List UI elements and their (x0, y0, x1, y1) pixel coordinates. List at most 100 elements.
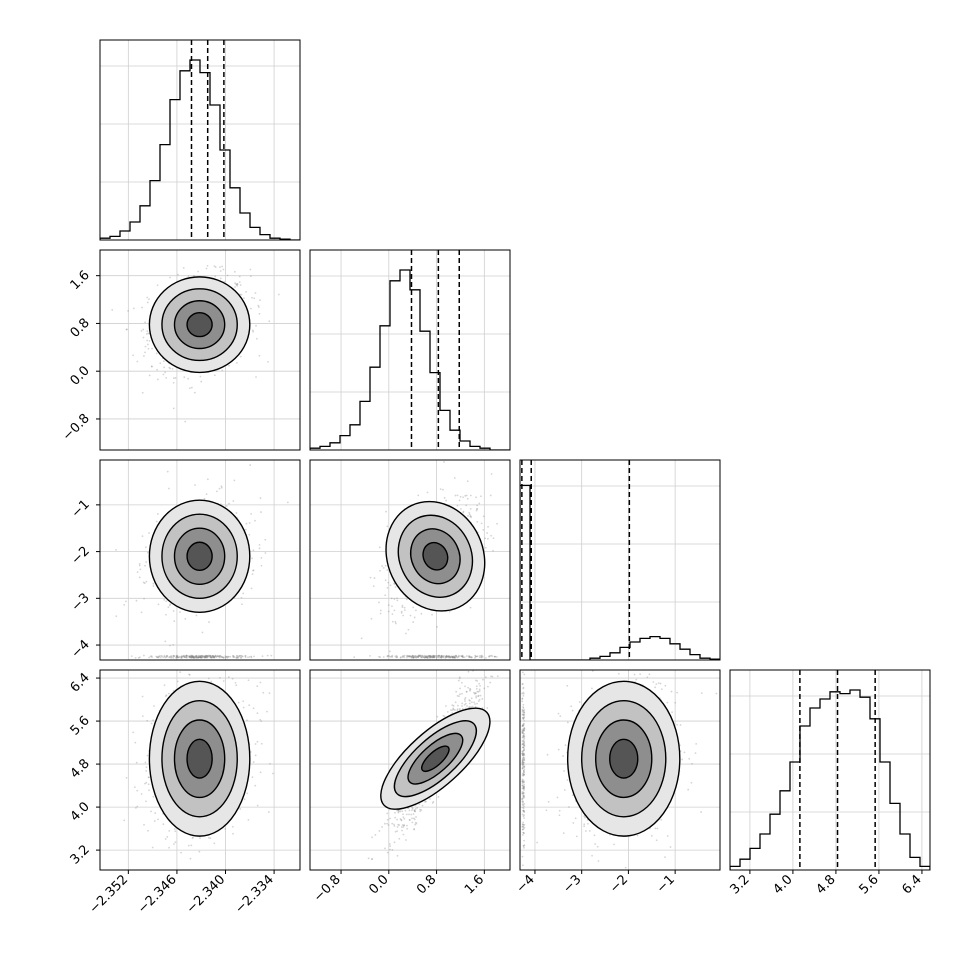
scatter-point (403, 817, 406, 820)
scatter-point (417, 494, 420, 497)
scatter-point (175, 656, 178, 659)
scatter-point (180, 851, 182, 854)
scatter-point (195, 656, 198, 659)
scatter-point (143, 654, 145, 657)
y-tick-label: 4.0 (68, 799, 93, 824)
x-tick-label: 0.8 (414, 872, 439, 897)
scatter-point (388, 843, 391, 845)
scatter-point (185, 656, 187, 659)
scatter-point (256, 740, 259, 743)
scatter-point (463, 698, 466, 701)
scatter-point (521, 823, 524, 826)
scatter-point (181, 655, 184, 657)
scatter-point (200, 656, 202, 659)
scatter-point (461, 655, 464, 658)
scatter-point (200, 655, 203, 658)
scatter-point (469, 515, 472, 518)
scatter-point (523, 749, 525, 752)
scatter-point (389, 655, 392, 658)
scatter-point (399, 656, 402, 658)
scatter-point (194, 655, 197, 658)
scatter-point (403, 609, 406, 612)
scatter-point (387, 655, 390, 657)
scatter-point (157, 656, 160, 659)
scatter-point (228, 364, 230, 367)
scatter-point (391, 822, 394, 825)
scatter-point (418, 654, 421, 657)
scatter-point (440, 655, 443, 658)
scatter-point (446, 711, 449, 713)
scatter-point (190, 655, 193, 657)
scatter-point (461, 692, 463, 695)
scatter-point (464, 696, 467, 699)
scatter-point (188, 655, 191, 658)
scatter-point (449, 656, 452, 659)
scatter-point (467, 515, 469, 517)
scatter-point (141, 695, 144, 698)
scatter-point (456, 708, 459, 711)
scatter-point (715, 692, 718, 695)
scatter-point (464, 702, 467, 705)
scatter-point (156, 656, 159, 659)
panel-frame (519, 459, 721, 661)
scatter-point (447, 655, 449, 658)
scatter-point (195, 655, 198, 658)
scatter-point (474, 679, 477, 682)
scatter-point (455, 655, 457, 657)
scatter-point (435, 654, 437, 657)
scatter-point (247, 656, 249, 659)
scatter-point (173, 655, 175, 657)
scatter-point (476, 679, 479, 682)
scatter-point (522, 729, 525, 732)
scatter-point (232, 656, 235, 659)
scatter-point (145, 800, 147, 803)
scatter-point (252, 549, 255, 552)
scatter-point (269, 762, 271, 765)
scatter-point (523, 753, 525, 756)
scatter-point (521, 700, 524, 703)
scatter-point (386, 812, 389, 815)
scatter-point (433, 656, 435, 659)
scatter-point (521, 743, 524, 746)
scatter-point (254, 754, 257, 757)
scatter-point (136, 805, 139, 808)
scatter-point (407, 628, 410, 631)
scatter-point (241, 603, 243, 606)
scatter-point (258, 354, 261, 357)
scatter-point (451, 656, 454, 658)
scatter-point (183, 376, 186, 379)
scatter-point (408, 809, 411, 812)
scatter-point (251, 776, 254, 779)
scatter-point (476, 504, 479, 507)
scatter-point (490, 675, 492, 678)
scatter-point (261, 655, 264, 658)
scatter-point (454, 656, 456, 659)
scatter-point (214, 655, 217, 658)
scatter-point (471, 656, 473, 659)
scatter-point (522, 772, 525, 774)
scatter-point (379, 569, 381, 572)
scatter-point (695, 742, 698, 745)
scatter-point (191, 656, 194, 658)
scatter-point (405, 598, 408, 601)
scatter-point (192, 656, 194, 658)
scatter-point (470, 656, 473, 658)
scatter-point (476, 690, 479, 693)
scatter-point (221, 656, 224, 658)
scatter-point (251, 329, 254, 332)
scatter-point (227, 655, 230, 658)
scatter-point (475, 509, 478, 512)
scatter-point (477, 695, 480, 698)
scatter-point (204, 656, 206, 658)
scatter-point (256, 804, 259, 807)
scatter-point (239, 284, 242, 286)
scatter-point (523, 780, 525, 783)
scatter-point (231, 825, 234, 828)
scatter-point (522, 769, 525, 772)
scatter-point (206, 655, 209, 657)
scatter-point (389, 848, 391, 851)
scatter-point (522, 827, 525, 830)
scatter-point (429, 654, 431, 657)
scatter-point (523, 803, 526, 805)
scatter-point (432, 655, 435, 658)
